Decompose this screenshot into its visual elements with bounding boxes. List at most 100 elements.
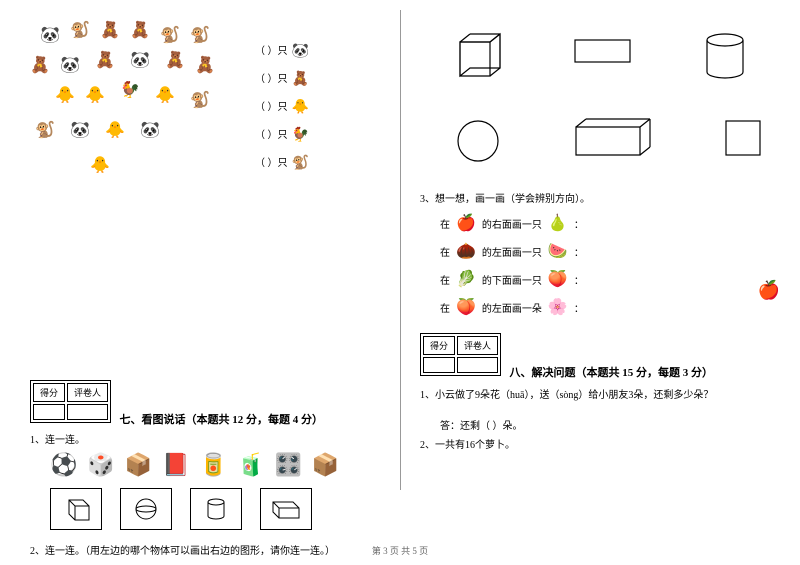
square-icon <box>720 115 770 165</box>
shape-targets-row <box>50 488 390 530</box>
colon: ： <box>574 272 584 287</box>
column-divider <box>400 10 401 490</box>
answer-8-1: 答：还剩（ ）朵。 <box>440 417 780 432</box>
mid-text: 的右面画一只 <box>482 216 542 231</box>
box-icon: 📦 <box>312 452 339 478</box>
question-8-1: 1、小云做了9朵花（huā），送（sòng）给小朋友3朵，还剩多少朵？ <box>420 386 780 401</box>
can-icon: 🥫 <box>200 452 227 478</box>
prefix: 在 <box>440 272 450 287</box>
monkey-icon: 🐒 <box>160 25 180 45</box>
juice-box-icon: 🧃 <box>237 452 264 478</box>
box-icon: 📦 <box>125 452 152 478</box>
colon: ： <box>574 300 584 315</box>
cuboid-icon <box>269 494 303 524</box>
count-row: （ ）只 🐓 <box>255 124 309 148</box>
score-table: 得分 评卷人 <box>30 380 111 423</box>
bear-icon: 🧸 <box>130 20 150 40</box>
panda-icon: 🐼 <box>40 25 60 45</box>
direction-row: 在 🌰 的左面画一只 🍉 ： <box>440 241 780 261</box>
apple-icon: 🍎 <box>758 280 780 301</box>
direction-row: 在 🍑 的左面画一朵 🌸 ： <box>440 297 780 317</box>
sphere-shape <box>120 488 172 530</box>
question-8-2: 2、一共有16个萝卜。 <box>420 436 780 451</box>
monkey-icon: 🐒 <box>190 25 210 45</box>
cabbage-icon: 🥬 <box>456 269 476 289</box>
cuboid-3d-icon <box>570 115 660 165</box>
duck-icon: 🐥 <box>292 96 309 120</box>
count-blank: （ ）只 <box>255 124 288 148</box>
question-3: 3、想一想，画一画（学会辨别方向）。 <box>420 190 780 205</box>
score-label: 得分 <box>33 383 65 402</box>
score-table: 得分 评卷人 <box>420 333 501 376</box>
colon: ： <box>574 216 584 231</box>
cube-icon <box>61 494 91 524</box>
rectangle-icon <box>570 30 640 85</box>
cylinder-icon <box>201 494 231 524</box>
bear-icon: 🧸 <box>165 50 185 70</box>
direction-row: 在 🍎 的右面画一只 🍐 ： <box>440 213 780 233</box>
panda-icon: 🐼 <box>60 55 80 75</box>
prefix: 在 <box>440 244 450 259</box>
circle-icon <box>450 115 510 170</box>
count-blank: （ ）只 <box>255 96 288 120</box>
peach-icon: 🍑 <box>456 297 476 317</box>
chestnut-icon: 🌰 <box>456 241 476 261</box>
monkey-icon: 🐒 <box>190 90 210 110</box>
bear-icon: 🧸 <box>95 50 115 70</box>
book-icon: 📕 <box>162 452 189 478</box>
grader-label: 评卷人 <box>67 383 108 402</box>
flower-icon: 🌸 <box>548 297 568 317</box>
bear-icon: 🧸 <box>100 20 120 40</box>
rooster-icon: 🐓 <box>292 124 309 148</box>
duck-icon: 🐥 <box>155 85 175 105</box>
right-column: 3、想一想，画一画（学会辨别方向）。 在 🍎 的右面画一只 🍐 ： 在 🌰 的左… <box>420 20 780 455</box>
mid-text: 的左面画一只 <box>482 244 542 259</box>
peach-icon: 🍑 <box>548 269 568 289</box>
bear-icon: 🧸 <box>30 55 50 75</box>
panda-icon: 🐼 <box>130 50 150 70</box>
cylinder-3d-icon <box>700 30 760 85</box>
colon: ： <box>574 244 584 259</box>
3d-2d-shapes-grid <box>450 30 780 170</box>
duck-icon: 🐥 <box>55 85 75 105</box>
panda-icon: 🐼 <box>140 120 160 140</box>
soccer-ball-icon: ⚽ <box>50 452 77 478</box>
count-row: （ ）只 🐥 <box>255 96 309 120</box>
count-blanks: （ ）只 🐼 （ ）只 🧸 （ ）只 🐥 （ ）只 🐓 （ ）只 🐒 <box>255 40 309 180</box>
count-row: （ ）只 🐼 <box>255 40 309 64</box>
section-8-title: 八、解决问题（本题共 15 分，每题 3 分） <box>510 364 714 380</box>
count-row: （ ）只 🐒 <box>255 152 309 176</box>
prefix: 在 <box>440 300 450 315</box>
monkey-icon: 🐒 <box>35 120 55 140</box>
cube-shape <box>50 488 102 530</box>
mid-text: 的下面画一只 <box>482 272 542 287</box>
page-footer: 第 3 页 共 5 页 <box>0 544 800 557</box>
question-7-1: 1、连一连。 <box>30 431 390 446</box>
monkey-icon: 🐒 <box>292 152 309 176</box>
count-blank: （ ）只 <box>255 152 288 176</box>
mid-text: 的左面画一朵 <box>482 300 542 315</box>
panda-icon: 🐼 <box>70 120 90 140</box>
panda-icon: 🐼 <box>292 40 309 64</box>
score-label: 得分 <box>423 336 455 355</box>
left-column: 🐼 🐒 🧸 🧸 🐒 🐒 🧸 🐼 🧸 🐼 🧸 🧸 🐥 🐥 🐓 🐥 🐒 🐒 🐼 🐥 … <box>30 20 390 561</box>
bear-icon: 🧸 <box>292 68 309 92</box>
duck-icon: 🐥 <box>90 155 110 175</box>
duck-icon: 🐥 <box>105 120 125 140</box>
count-row: （ ）只 🧸 <box>255 68 309 92</box>
count-blank: （ ）只 <box>255 40 288 64</box>
rooster-icon: 🐓 <box>120 80 140 100</box>
cube-icon: 🎛️ <box>274 452 301 478</box>
direction-row: 在 🥬 的下面画一只 🍑 ： <box>440 269 780 289</box>
animals-counting-image: 🐼 🐒 🧸 🧸 🐒 🐒 🧸 🐼 🧸 🐼 🧸 🧸 🐥 🐥 🐓 🐥 🐒 🐒 🐼 🐥 … <box>30 20 230 200</box>
apple-icon: 🍎 <box>456 213 476 233</box>
dice-icon: 🎲 <box>87 452 114 478</box>
monkey-icon: 🐒 <box>70 20 90 40</box>
count-blank: （ ）只 <box>255 68 288 92</box>
duck-icon: 🐥 <box>85 85 105 105</box>
worksheet-page: 🐼 🐒 🧸 🧸 🐒 🐒 🧸 🐼 🧸 🐼 🧸 🧸 🐥 🐥 🐓 🐥 🐒 🐒 🐼 🐥 … <box>0 0 800 565</box>
sphere-icon <box>131 494 161 524</box>
prefix: 在 <box>440 216 450 231</box>
section-7-title: 七、看图说话（本题共 12 分，每题 4 分） <box>120 411 324 427</box>
grader-label: 评卷人 <box>457 336 498 355</box>
